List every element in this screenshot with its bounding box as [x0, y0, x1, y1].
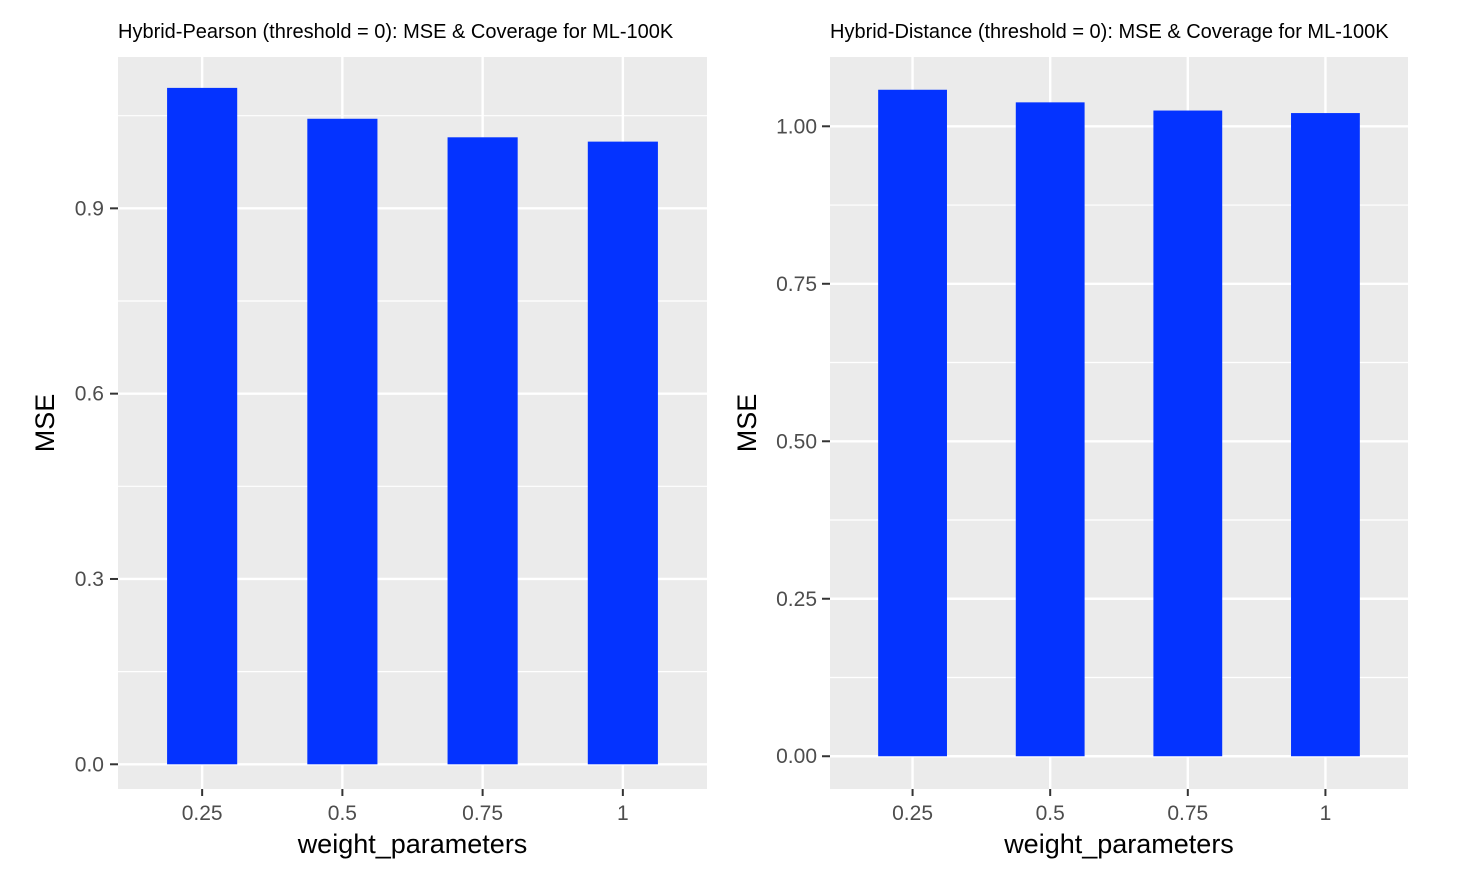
chart0-x-tick-label: 0.75 — [462, 802, 503, 825]
chart0-y-tick-label: 0.0 — [75, 753, 104, 776]
chart0-y-tick-label: 0.6 — [75, 383, 104, 406]
chart1-x-tick-label: 1 — [1320, 802, 1332, 825]
chart1-y-tick-label: 0.25 — [776, 588, 817, 611]
chart1-title: Hybrid-Distance (threshold = 0): MSE & C… — [830, 21, 1389, 43]
chart1-x-tick-label: 0.25 — [892, 802, 933, 825]
chart0-y-tick-label: 0.9 — [75, 197, 104, 220]
chart-hybrid-distance: Hybrid-Distance (threshold = 0): MSE & C… — [732, 21, 1408, 859]
chart0-x-tick-label: 0.5 — [328, 802, 357, 825]
chart1-bar-0.75 — [1153, 110, 1223, 757]
chart1-y-tick-label: 0.75 — [776, 273, 817, 296]
chart1-x-tick-label: 0.5 — [1036, 802, 1065, 825]
chart1-x-axis-title: weight_parameters — [1003, 829, 1234, 859]
chart1-y-tick-label: 1.00 — [776, 115, 817, 138]
chart0-x-tick-label: 1 — [617, 802, 629, 825]
chart0-x-tick-label: 0.25 — [182, 802, 223, 825]
chart1-bar-0.25 — [878, 89, 947, 757]
chart1-bar-0.5 — [1015, 102, 1085, 757]
chart0-bar-0.75 — [447, 137, 518, 765]
chart0-bar-1 — [587, 141, 658, 765]
chart1-x-tick-label: 0.75 — [1167, 802, 1208, 825]
chart1-y-axis-title: MSE — [732, 394, 762, 453]
chart1-y-tick-label: 0.50 — [776, 430, 817, 453]
chart0-x-axis-title: weight_parameters — [297, 829, 528, 859]
chart0-title: Hybrid-Pearson (threshold = 0): MSE & Co… — [118, 21, 674, 43]
chart0-bar-0.25 — [167, 87, 238, 765]
chart-hybrid-pearson: Hybrid-Pearson (threshold = 0): MSE & Co… — [30, 21, 707, 859]
chart1-bar-1 — [1291, 113, 1360, 757]
chart0-bar-0.5 — [307, 118, 378, 765]
chart1-y-tick-label: 0.00 — [776, 745, 817, 768]
chart0-y-tick-label: 0.3 — [75, 568, 104, 591]
chart0-y-axis-title: MSE — [30, 394, 60, 453]
